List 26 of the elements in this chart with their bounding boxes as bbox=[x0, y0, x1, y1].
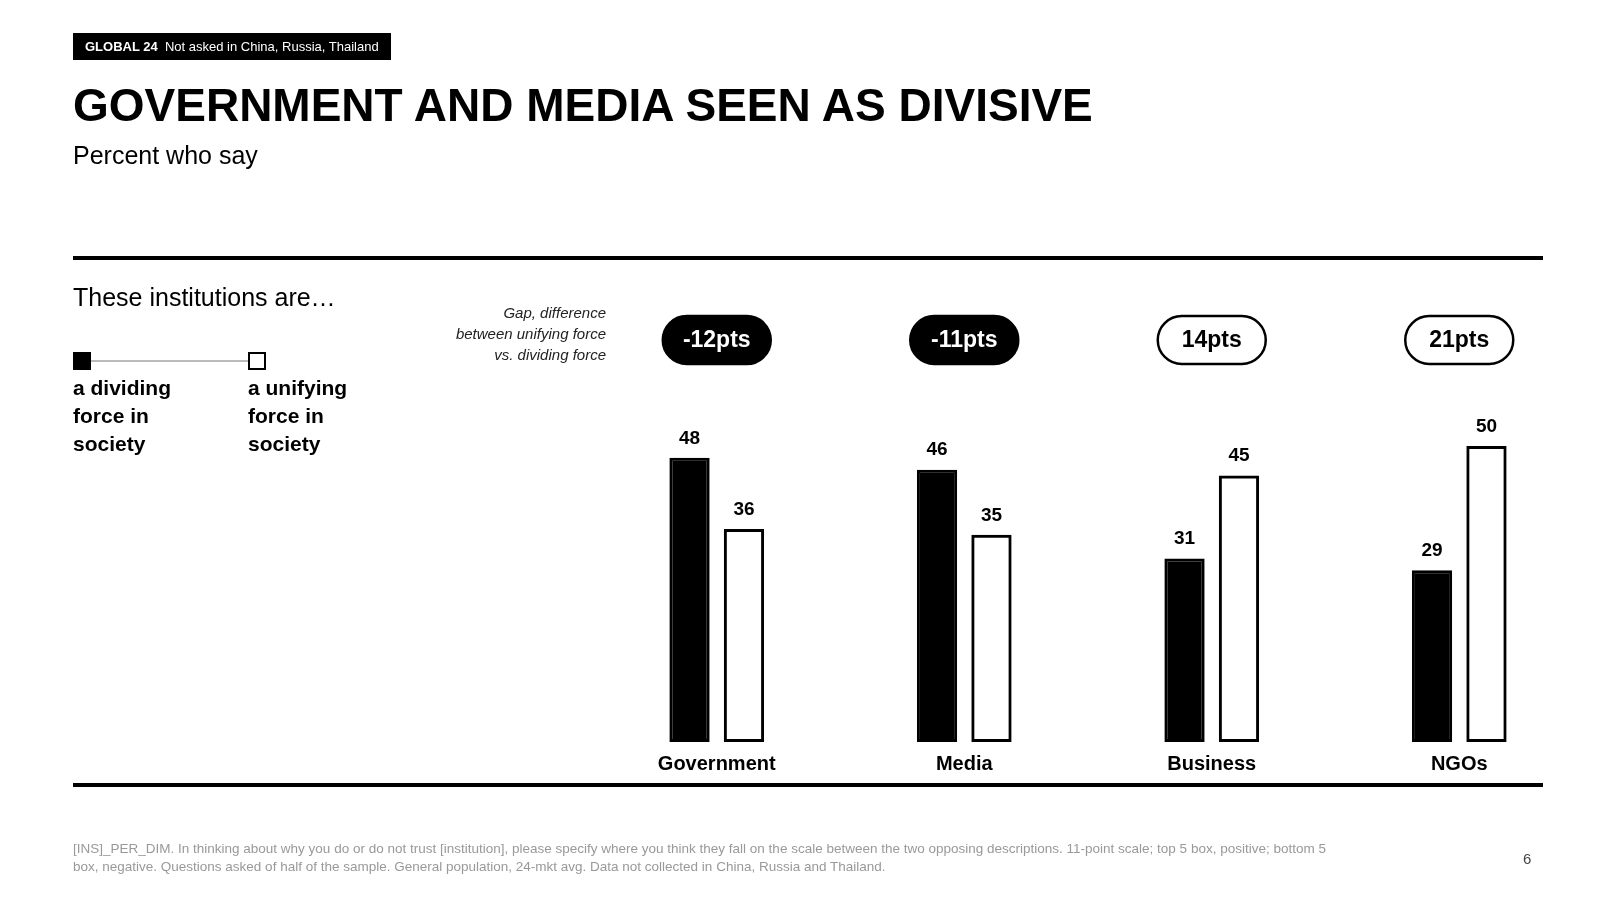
data-label: 29 bbox=[1421, 539, 1443, 561]
text: Percent who say bbox=[73, 141, 258, 170]
text: 21pts bbox=[1429, 326, 1490, 353]
x-tick-label: NGOs bbox=[1430, 751, 1488, 774]
data-label: 35 bbox=[980, 503, 1003, 525]
data-label: 46 bbox=[926, 438, 948, 460]
text: -12pts bbox=[682, 326, 751, 353]
data-label: 36 bbox=[733, 497, 755, 519]
text: -11pts bbox=[931, 326, 998, 353]
text: GLOBAL 24 bbox=[85, 39, 158, 54]
data-label: 48 bbox=[678, 426, 701, 448]
legend-label: a unifying force in society bbox=[248, 375, 349, 457]
x-tick-label: Media bbox=[935, 751, 994, 774]
legend-title: These institutions are… bbox=[73, 283, 337, 312]
text: [INS]_PER_DIM. In thinking about why you do or do not trust [institution], please specify where you think they fall on the scale between the two opposing descriptions. 11-point scale; top 5 box, positive; bottom 5 box, negative. Questions asked of half of the sample. General population, 24-mkt avg. Data not collected in China, Russia and Thailand. bbox=[73, 840, 1327, 876]
chart-title: GOVERNMENT AND MEDIA SEEN AS DIVISIVE bbox=[73, 78, 1093, 132]
data-label: 45 bbox=[1228, 444, 1250, 466]
x-tick-label: Business bbox=[1167, 751, 1257, 774]
text: Not asked in China, Russia, Thailand bbox=[164, 39, 379, 54]
text: 6 bbox=[1523, 850, 1532, 867]
legend-label: a dividing force in society bbox=[73, 375, 172, 457]
x-tick-label: Government bbox=[657, 751, 776, 774]
data-label: 31 bbox=[1173, 527, 1196, 549]
text: Gap, difference between unifying force vs. dividing force bbox=[454, 303, 606, 365]
text: 14pts bbox=[1181, 326, 1242, 353]
data-label: 50 bbox=[1475, 414, 1498, 436]
